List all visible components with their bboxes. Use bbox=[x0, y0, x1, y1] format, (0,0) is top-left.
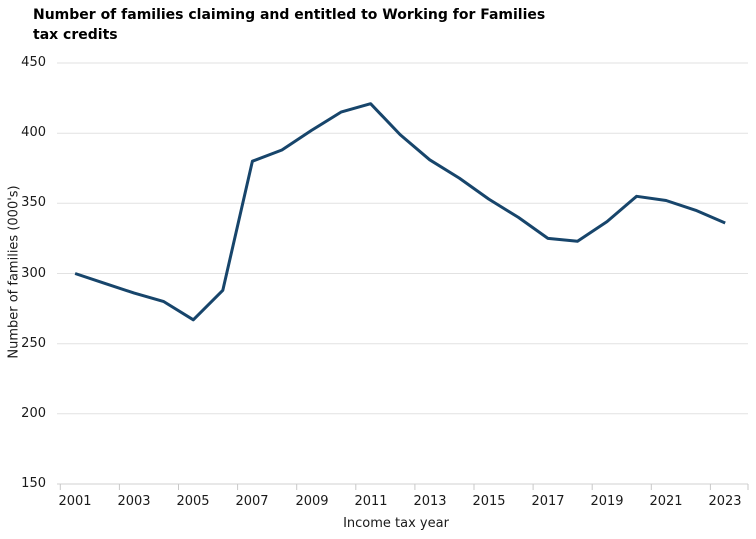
x-tick-label: 2007 bbox=[235, 494, 269, 509]
x-tick-label: 2017 bbox=[531, 494, 565, 509]
y-tick-label: 350 bbox=[21, 195, 46, 210]
x-tick-label: 2001 bbox=[58, 494, 92, 509]
y-tick-label: 450 bbox=[21, 55, 46, 70]
x-tick-label: 2019 bbox=[590, 494, 624, 509]
x-tick-label: 2005 bbox=[176, 494, 210, 509]
y-tick-label: 150 bbox=[21, 476, 46, 491]
y-tick-label: 400 bbox=[21, 125, 46, 140]
y-tick-label: 250 bbox=[21, 336, 46, 351]
x-tick-label: 2011 bbox=[354, 494, 388, 509]
y-tick-label: 300 bbox=[21, 266, 46, 281]
x-axis-title: Income tax year bbox=[343, 516, 449, 531]
chart-title: Number of families claiming and entitled… bbox=[33, 7, 546, 43]
x-tick-label: 2013 bbox=[413, 494, 447, 509]
x-tick-label: 2023 bbox=[708, 494, 742, 509]
y-tick-label: 200 bbox=[21, 406, 46, 421]
x-tick-label: 2009 bbox=[295, 494, 329, 509]
x-tick-label: 2003 bbox=[117, 494, 151, 509]
x-tick-label: 2021 bbox=[649, 494, 683, 509]
x-tick-label: 2015 bbox=[472, 494, 506, 509]
